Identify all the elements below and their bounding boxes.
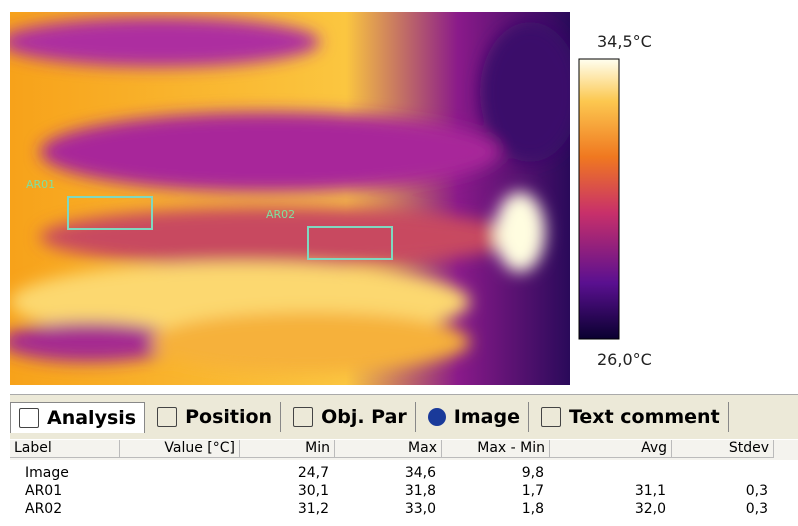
column-header[interactable]: Max - Min xyxy=(442,440,550,458)
table-cell: 34,6 xyxy=(335,465,436,481)
table-row[interactable]: AR02 31,2 33,0 1,8 32,0 0,3 xyxy=(10,500,798,518)
tab-icon xyxy=(157,407,177,427)
tab-icon xyxy=(19,408,39,428)
column-header[interactable]: Avg xyxy=(550,440,672,458)
tab-label: Obj. Par xyxy=(321,406,407,428)
color-scale xyxy=(578,58,622,342)
scale-min: 26,0°C xyxy=(597,350,652,369)
thermal-image: AR01 AR02 xyxy=(10,12,570,385)
tab-label: Text comment xyxy=(569,406,720,428)
table-cell: 9,8 xyxy=(442,465,544,481)
tab-icon xyxy=(428,408,446,426)
tab-icon xyxy=(541,407,561,427)
column-header[interactable]: Max xyxy=(335,440,442,458)
table-cell: 31,2 xyxy=(240,501,329,517)
tab-label: Position xyxy=(185,406,272,428)
tab[interactable]: Text comment xyxy=(533,402,729,432)
app-window: AR01 AR02 34,5°C 26,0°C Analysis Position… xyxy=(0,0,798,526)
column-header[interactable]: Label xyxy=(10,440,120,458)
tab-label: Analysis xyxy=(47,407,136,429)
scale-max: 34,5°C xyxy=(597,32,652,51)
tab[interactable]: Obj. Par xyxy=(285,402,416,432)
tab[interactable]: Image xyxy=(420,402,529,432)
table-cell: AR01 xyxy=(25,483,62,499)
tab-icon xyxy=(293,407,313,427)
column-header[interactable]: Value [°C] xyxy=(120,440,240,458)
table-cell: 31,1 xyxy=(550,483,666,499)
table-cell: 1,8 xyxy=(442,501,544,517)
table-cell: 0,3 xyxy=(672,483,768,499)
tab[interactable]: Analysis xyxy=(10,402,145,433)
table-cell: Image xyxy=(25,465,69,481)
column-header[interactable]: Min xyxy=(240,440,335,458)
table-row[interactable]: Image 24,7 34,6 9,8 xyxy=(10,464,798,482)
tab-label: Image xyxy=(454,406,520,428)
roi-label: AR01 xyxy=(26,178,55,191)
table-cell: AR02 xyxy=(25,501,62,517)
table-cell: 30,1 xyxy=(240,483,329,499)
tab[interactable]: Position xyxy=(149,402,281,432)
table-cell: 0,3 xyxy=(672,501,768,517)
table-row[interactable]: AR01 30,1 31,8 1,7 31,1 0,3 xyxy=(10,482,798,500)
table-cell: 32,0 xyxy=(550,501,666,517)
table-cell: 24,7 xyxy=(240,465,329,481)
roi-label: AR02 xyxy=(266,208,295,221)
table-cell: 33,0 xyxy=(335,501,436,517)
tab-bar: Analysis Position Obj. Par Image Text commen… xyxy=(10,394,798,439)
table-cell: 1,7 xyxy=(442,483,544,499)
table-cell: 31,8 xyxy=(335,483,436,499)
column-header[interactable]: Stdev xyxy=(672,440,774,458)
